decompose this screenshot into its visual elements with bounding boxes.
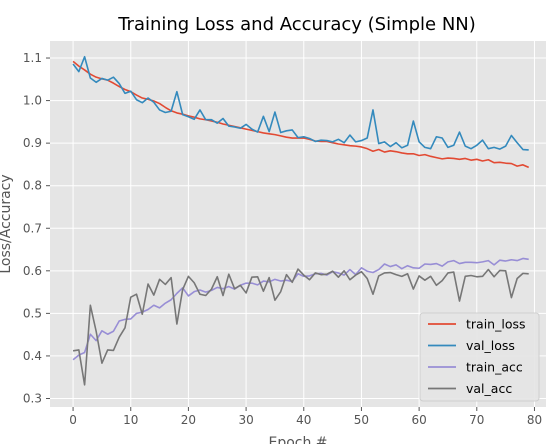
ticks: 0 10 20 30 40 50 60 70 80 0.3 0.4 0.5 0.6 0.7 0.8 0.9 1.… <box>23 51 542 427</box>
series-layer <box>72 55 530 386</box>
y-axis-title: Loss/Accuracy <box>0 174 14 273</box>
x-tick-label: 40 <box>296 413 311 427</box>
legend-label-val_loss: val_loss <box>466 338 515 353</box>
y-tick-label: 0.4 <box>23 349 42 363</box>
y-tick-label: 0.9 <box>23 136 42 150</box>
x-tick-label: 20 <box>181 413 196 427</box>
x-tick-label: 30 <box>238 413 253 427</box>
y-tick-label: 0.5 <box>23 306 42 320</box>
legend-label-val_acc: val_acc <box>466 381 512 396</box>
x-tick-label: 70 <box>469 413 484 427</box>
y-tick-label: 0.7 <box>23 221 42 235</box>
y-tick-label: 0.3 <box>23 391 42 405</box>
y-tick-label: 1.1 <box>23 51 42 65</box>
legend-label-train_loss: train_loss <box>466 317 526 332</box>
legend: train_loss val_loss train_acc val_acc <box>419 312 540 402</box>
legend-label-train_acc: train_acc <box>466 360 523 375</box>
y-tick-label: 1.0 <box>23 94 42 108</box>
x-tick-label: 80 <box>527 413 542 427</box>
y-tick-label: 0.8 <box>23 179 42 193</box>
y-tick-label: 0.6 <box>23 264 42 278</box>
x-tick-label: 10 <box>123 413 138 427</box>
series-line-val_acc <box>72 268 529 386</box>
legend-box <box>419 312 540 402</box>
x-tick-label: 0 <box>69 413 77 427</box>
series-line-train_acc <box>72 257 529 361</box>
series-line-val_loss <box>72 55 529 151</box>
x-tick-label: 50 <box>354 413 369 427</box>
x-tick-label: 60 <box>411 413 426 427</box>
chart-title: Training Loss and Accuracy (Simple NN) <box>117 14 476 35</box>
x-axis-title: Epoch # <box>268 435 327 444</box>
